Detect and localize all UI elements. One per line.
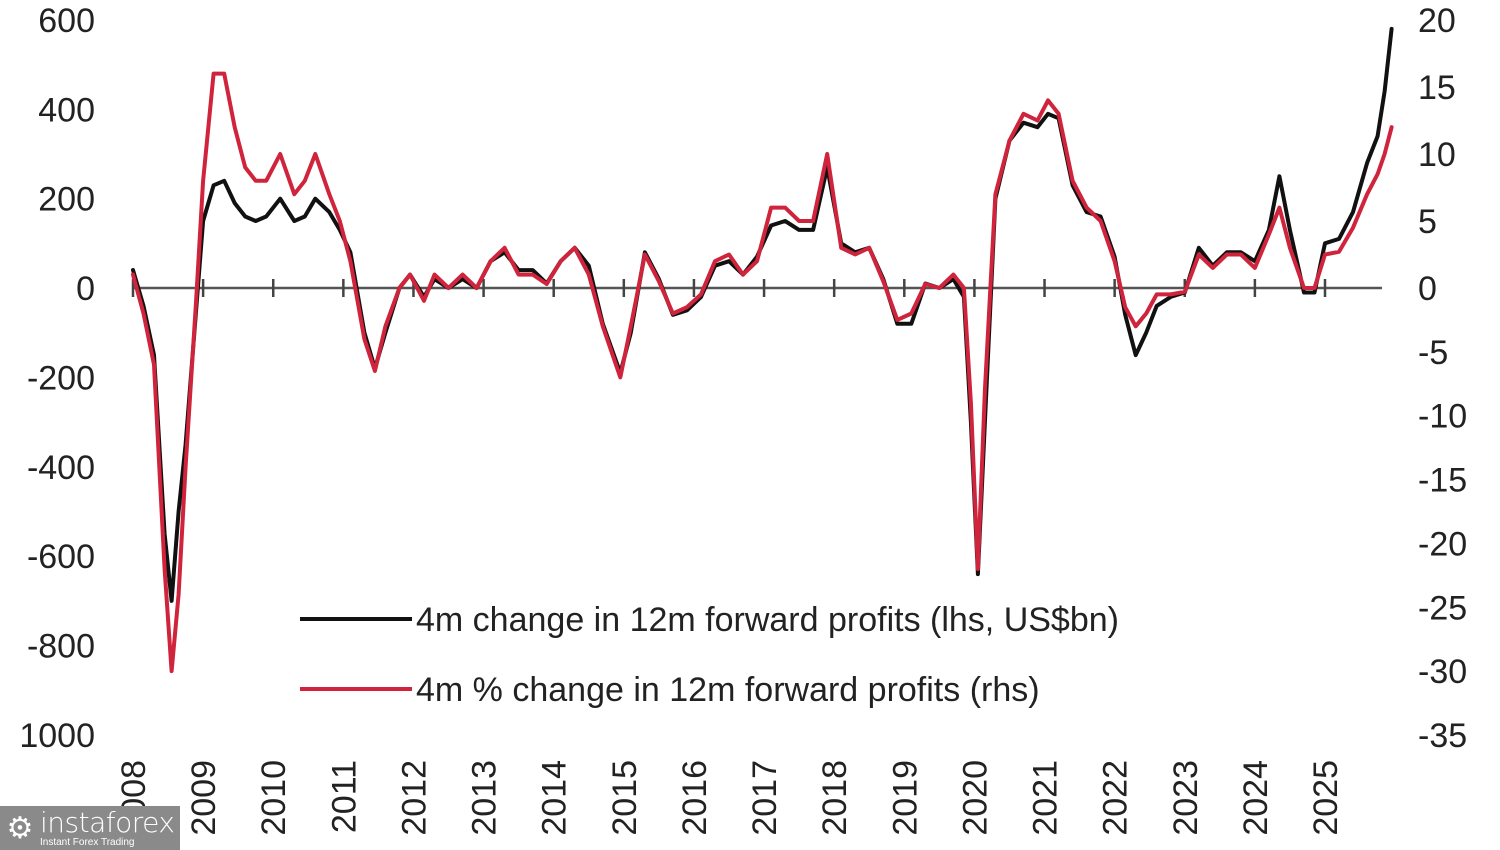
left-tick-label: -600 xyxy=(27,538,95,576)
x-tick-label: 2021 xyxy=(1027,760,1065,836)
right-tick-label: -20 xyxy=(1418,525,1467,563)
x-tick-label: 2025 xyxy=(1307,760,1345,836)
x-tick-label: 2018 xyxy=(816,760,854,836)
right-tick-label: -5 xyxy=(1418,334,1448,372)
x-tick-label: 2017 xyxy=(746,760,784,836)
instaforex-watermark: ⚙ instaforex Instant Forex Trading xyxy=(0,806,180,850)
right-tick-label: 0 xyxy=(1418,270,1437,308)
x-tick-label: 2022 xyxy=(1097,760,1135,836)
gear-person-icon: ⚙ xyxy=(6,811,34,845)
right-tick-label: -15 xyxy=(1418,462,1467,500)
x-tick-label: 2024 xyxy=(1237,760,1275,836)
left-tick-label: -200 xyxy=(27,359,95,397)
right-tick-label: 15 xyxy=(1418,69,1456,107)
right-tick-label: -30 xyxy=(1418,653,1467,691)
x-tick-label: 2012 xyxy=(395,760,433,836)
watermark-name: instaforex xyxy=(40,805,175,839)
left-tick-label: 200 xyxy=(38,181,95,219)
x-tick-label: 2019 xyxy=(886,760,924,836)
right-tick-label: -25 xyxy=(1418,589,1467,627)
x-tick-label: 2020 xyxy=(956,760,994,836)
series-layer xyxy=(131,26,1394,674)
left-tick-label: 0 xyxy=(76,270,95,308)
right-tick-label: -35 xyxy=(1418,717,1467,755)
right-axis: 20 15 10 5 0 -5 -10 -15 -20 -25 -30 -35 xyxy=(1418,2,1467,755)
x-tick-label: 2009 xyxy=(185,760,223,836)
right-tick-label: 5 xyxy=(1418,203,1437,241)
left-tick-label: 600 xyxy=(38,2,95,40)
x-tick-label: 2016 xyxy=(676,760,714,836)
right-tick-label: 20 xyxy=(1418,2,1456,40)
legend-label-rhs: 4m % change in 12m forward profits (rhs) xyxy=(416,671,1040,709)
x-axis: 2008 2009 2010 2011 2012 2013 2014 2015 2016 2017… xyxy=(115,279,1382,836)
right-tick-label: -10 xyxy=(1418,398,1467,436)
x-tick-label: 2010 xyxy=(255,760,293,836)
x-tick-label: 2023 xyxy=(1167,760,1205,836)
left-tick-label: 1000 xyxy=(19,717,95,755)
x-tick-label: 2013 xyxy=(466,760,504,836)
left-axis: 600 400 200 0 -200 -400 -600 -800 1000 xyxy=(19,2,95,755)
x-tick-label: 2015 xyxy=(606,760,644,836)
left-tick-label: 400 xyxy=(38,91,95,129)
legend-label-lhs: 4m change in 12m forward profits (lhs, U… xyxy=(416,601,1119,639)
x-tick-label: 2014 xyxy=(536,760,574,836)
right-tick-label: 10 xyxy=(1418,136,1456,174)
series-line-lhs-profits-change xyxy=(131,26,1394,603)
watermark-tagline: Instant Forex Trading xyxy=(40,836,135,848)
legend: 4m change in 12m forward profits (lhs, U… xyxy=(300,601,1119,709)
x-tick-label: 2011 xyxy=(325,760,363,833)
series-line-rhs-pct-change xyxy=(131,71,1394,674)
left-tick-label: -800 xyxy=(27,628,95,666)
left-tick-label: -400 xyxy=(27,449,95,487)
